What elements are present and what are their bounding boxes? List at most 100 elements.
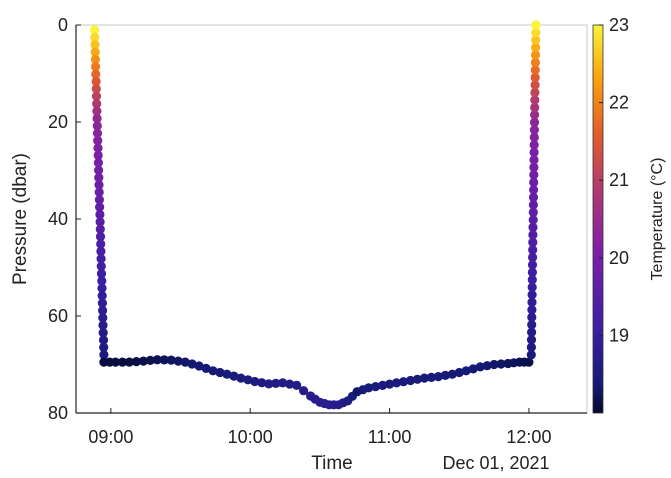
data-point [528, 222, 538, 232]
data-point [194, 361, 204, 371]
data-point [447, 369, 457, 379]
data-point [243, 375, 253, 385]
data-point [531, 20, 541, 30]
data-point [90, 32, 100, 42]
data-point [236, 373, 246, 383]
data-point [90, 25, 100, 35]
data-point [531, 35, 541, 45]
data-point [271, 378, 281, 388]
data-point [98, 320, 108, 330]
data-point [529, 132, 539, 142]
data-point [92, 128, 103, 138]
data-point [98, 313, 108, 323]
data-point [159, 355, 169, 365]
data-point [391, 378, 402, 388]
x-tick-label: 11:00 [368, 427, 412, 447]
data-point [489, 359, 499, 370]
data-point [110, 357, 121, 367]
data-point [222, 369, 232, 379]
data-point [527, 290, 537, 300]
data-point [529, 125, 540, 135]
data-point [454, 367, 464, 378]
data-point [93, 158, 103, 168]
data-point [292, 380, 302, 390]
x-axis-title: Time [311, 453, 353, 474]
data-point [92, 113, 102, 124]
data-point [531, 27, 541, 38]
data-point [529, 117, 540, 127]
data-point [527, 267, 538, 277]
y-tick-label: 40 [48, 209, 68, 229]
colorbar: 19 20 21 22 23 Temperature (°C) [592, 15, 666, 414]
data-point [96, 239, 106, 249]
data-point [524, 357, 534, 367]
data-point [527, 305, 537, 315]
data-point [278, 378, 288, 388]
data-point [99, 342, 109, 352]
colorbar-tick-label: 21 [609, 170, 629, 190]
data-point [94, 180, 104, 190]
data-point [208, 366, 218, 376]
data-point [530, 80, 540, 90]
data-point [152, 355, 162, 365]
data-point [91, 84, 101, 94]
data-point [461, 366, 471, 376]
data-point [529, 147, 539, 157]
x-tick-label: 10:00 [228, 427, 273, 447]
colorbar-tick-label: 23 [609, 15, 629, 35]
data-point [526, 342, 537, 352]
data-point [475, 362, 485, 372]
y-axis-title: Pressure (dbar) [10, 153, 31, 285]
colorbar-tick-label: 19 [609, 325, 629, 345]
data-point [97, 283, 107, 293]
y-tick-label: 0 [58, 15, 68, 35]
y-tick-label: 60 [48, 306, 68, 326]
data-point [93, 143, 103, 153]
data-point [526, 350, 536, 360]
colorbar-tick-label: 22 [609, 93, 629, 113]
data-point [530, 110, 540, 120]
x-ticks: 09:00 10:00 11:00 12:00 [88, 408, 551, 447]
data-point [405, 375, 416, 386]
data-point [398, 377, 409, 387]
data-point [531, 42, 541, 53]
data-point [529, 185, 539, 195]
data-point [92, 106, 102, 116]
data-point [97, 276, 107, 286]
data-point [419, 373, 429, 383]
data-point [530, 50, 541, 60]
data-point [530, 87, 540, 98]
data-point [250, 376, 260, 387]
data-point [440, 370, 450, 380]
data-point [99, 350, 109, 360]
data-point [530, 95, 540, 105]
data-point [527, 327, 537, 337]
data-point [426, 372, 436, 382]
data-point [98, 328, 108, 338]
data-point [124, 357, 134, 367]
data-point [530, 57, 541, 68]
x-tick-label: 12:00 [506, 427, 551, 447]
data-point [94, 195, 104, 205]
data-point [92, 121, 102, 131]
data-point [378, 380, 388, 390]
data-point [285, 379, 295, 389]
data-point [528, 200, 539, 210]
data-point [527, 275, 537, 285]
data-point [530, 65, 540, 75]
data-point [264, 379, 274, 389]
data-point [145, 355, 155, 365]
data-point [527, 312, 537, 322]
data-point [97, 298, 107, 308]
data-point [526, 335, 537, 345]
data-point [468, 364, 478, 374]
data-point [527, 260, 538, 270]
data-point [215, 367, 225, 378]
data-point [97, 291, 107, 301]
plot-area-frame [75, 24, 588, 414]
colorbar-ticks: 19 20 21 22 23 [599, 15, 629, 345]
x-tick-label: 09:00 [88, 427, 133, 447]
data-point [91, 62, 101, 72]
data-point [299, 386, 309, 396]
data-point [187, 359, 197, 369]
